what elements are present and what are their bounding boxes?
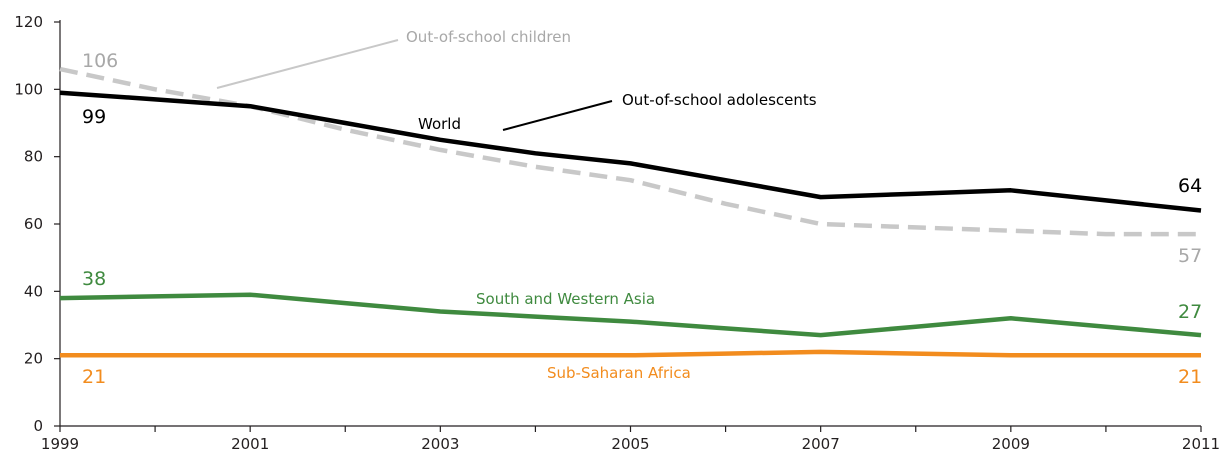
y-tick-label: 0	[33, 417, 43, 435]
swa-label: South and Western Asia	[476, 290, 655, 308]
ssa-end-value: 21	[1178, 366, 1202, 388]
x-tick-label: 2003	[421, 435, 459, 453]
adolescents-label: Out-of-school adolescents	[622, 91, 817, 109]
x-tick-label: 1999	[41, 435, 79, 453]
swa-end-value: 27	[1178, 301, 1202, 323]
x-tick-label: 2011	[1182, 435, 1219, 453]
adolescents-callout-line	[502, 100, 613, 131]
children-start-value: 106	[82, 50, 118, 72]
world-label: World	[418, 115, 461, 133]
x-tick-label: 2009	[992, 435, 1030, 453]
series-line-world	[59, 90, 1202, 213]
y-tick-label: 120	[14, 13, 43, 31]
series-line-sub-saharan-africa	[60, 349, 1201, 358]
y-tick-label: 60	[24, 215, 43, 233]
x-tick-label: 2001	[231, 435, 269, 453]
y-tick-label: 80	[24, 148, 43, 166]
swa-start-value: 38	[82, 268, 106, 290]
ssa-start-value: 21	[82, 366, 106, 388]
children-label: Out-of-school children	[406, 28, 571, 46]
y-tick-label: 20	[24, 350, 43, 368]
x-tick-label: 2007	[802, 435, 840, 453]
y-tick-label: 40	[24, 282, 43, 300]
y-tick-label: 100	[14, 80, 43, 98]
children-end-value: 57	[1178, 245, 1202, 267]
world-end-value: 64	[1178, 175, 1202, 197]
world-start-value: 99	[82, 106, 106, 128]
series-line-south-and-western-asia	[59, 292, 1202, 338]
children-callout-line	[216, 39, 399, 89]
ssa-label: Sub-Saharan Africa	[547, 364, 691, 382]
x-tick-label: 2005	[611, 435, 649, 453]
